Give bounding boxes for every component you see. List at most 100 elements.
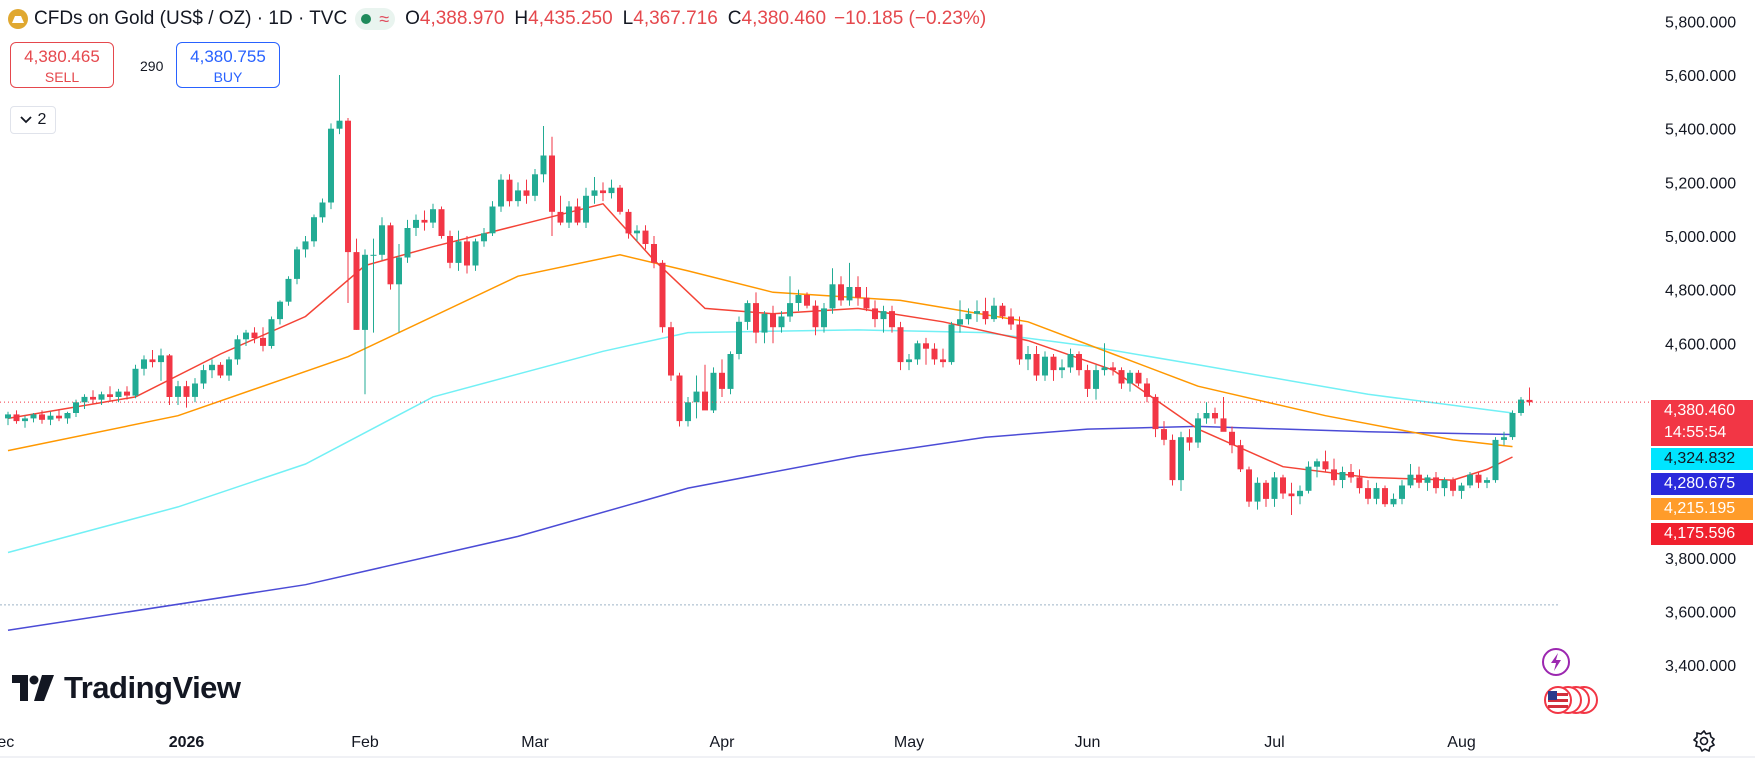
candle-body (1025, 354, 1031, 360)
market-status[interactable]: ≈ (355, 8, 396, 30)
candle-body (1161, 429, 1167, 440)
candle-body (5, 414, 11, 419)
candle-body (608, 187, 615, 194)
y-tick-label: 3,400.000 (1665, 658, 1736, 675)
x-tick-label: Apr (710, 734, 736, 751)
x-tick-label: 2026 (169, 734, 205, 751)
candle-body (846, 287, 853, 301)
candle-body (532, 174, 538, 196)
candle-body (438, 209, 445, 236)
candle-body (1450, 480, 1456, 491)
candle-body (345, 120, 351, 253)
candle-body (192, 383, 198, 397)
sell-price: 4,380.465 (24, 47, 100, 66)
candle-body (991, 305, 997, 320)
moving-average-line-2 (7, 329, 1513, 554)
candle-body (1033, 354, 1040, 376)
candle-body (948, 324, 955, 363)
candle-body (464, 241, 470, 266)
candle-body (73, 402, 79, 413)
candle-body (1220, 418, 1227, 432)
candle-body (1297, 490, 1303, 497)
candle-body (226, 359, 232, 376)
candle-body (243, 332, 249, 340)
candle-body (498, 179, 504, 207)
candle-body (685, 402, 691, 422)
candle-body (1076, 354, 1082, 371)
candle-body (1280, 477, 1286, 494)
candle-body (914, 343, 921, 360)
candle-body (1331, 469, 1337, 481)
candle-body (872, 308, 878, 320)
candle-body (812, 305, 819, 328)
moving-average-line-3 (7, 254, 1513, 452)
ohlc-open: O4,388.970 (405, 8, 505, 29)
candle-body (1509, 413, 1516, 438)
candle-body (855, 287, 861, 298)
y-tick-label: 5,400.000 (1665, 122, 1736, 139)
sell-button[interactable]: 4,380.465 SELL (10, 42, 114, 88)
indicators-toggle-button[interactable]: 2 (10, 106, 56, 134)
candle-body (651, 244, 657, 263)
gear-icon[interactable] (1693, 730, 1715, 752)
candle-body (557, 211, 564, 223)
candle-body (1237, 445, 1244, 470)
candle-body (285, 278, 292, 302)
candle-body (81, 396, 88, 403)
candle-body (217, 364, 224, 376)
candle-body (200, 370, 207, 384)
candle-body (693, 391, 700, 403)
candle-body (64, 413, 71, 419)
candle-body (1399, 485, 1405, 499)
candle-body (1229, 431, 1235, 446)
candle-body (132, 368, 139, 396)
candle-body (574, 206, 581, 223)
candle-body (396, 257, 402, 285)
candle-body (566, 206, 572, 223)
candle-body (1501, 437, 1507, 440)
candle-body (311, 217, 317, 242)
market-open-dot-icon (361, 14, 372, 24)
ma-cyan-tag: 4,324.832 (1651, 448, 1753, 470)
candle-body (625, 211, 632, 234)
x-tick-label: Dec (0, 734, 14, 751)
candle-body (379, 225, 385, 255)
candle-body (115, 391, 122, 397)
candle-body (268, 319, 275, 346)
candle-body (889, 311, 895, 328)
lightning-icon[interactable] (1541, 647, 1571, 677)
candle-body (1390, 498, 1397, 505)
tradingview-logo-icon (12, 675, 54, 701)
candle-body (634, 230, 640, 234)
candle-body (13, 414, 20, 422)
us-flag-icon[interactable] (1540, 684, 1600, 716)
candle-body (209, 364, 215, 371)
price-change: −10.185 (−0.23%) (834, 8, 987, 29)
candle-body (387, 225, 394, 285)
candle-body (98, 394, 105, 400)
candle-body (370, 254, 377, 256)
symbol-title[interactable]: CFDs on Gold (US$ / OZ) · 1D · TVC (34, 8, 348, 29)
candle-body (1144, 383, 1150, 397)
candle-body (277, 301, 283, 320)
candle-body (1067, 354, 1074, 368)
candle-body (1101, 367, 1108, 371)
candle-body (1093, 370, 1099, 389)
tradingview-logo[interactable]: TradingView (12, 670, 241, 706)
candle-body (676, 375, 683, 422)
candle-body (600, 190, 606, 194)
x-tick-label: Mar (521, 734, 549, 751)
candle-body (710, 372, 717, 411)
candle-body (1135, 372, 1142, 384)
last-price: 4,380.460 (1664, 402, 1736, 419)
candle-body (1407, 474, 1414, 486)
candle-body (107, 394, 113, 397)
y-tick-label: 4,600.000 (1665, 336, 1736, 353)
candle-body (1356, 477, 1363, 489)
candle-body (523, 190, 530, 196)
candle-body (659, 262, 666, 328)
buy-button[interactable]: 4,380.755 BUY (176, 42, 280, 88)
ohlc-high: H4,435.250 (514, 8, 613, 29)
candle-body (906, 359, 912, 363)
